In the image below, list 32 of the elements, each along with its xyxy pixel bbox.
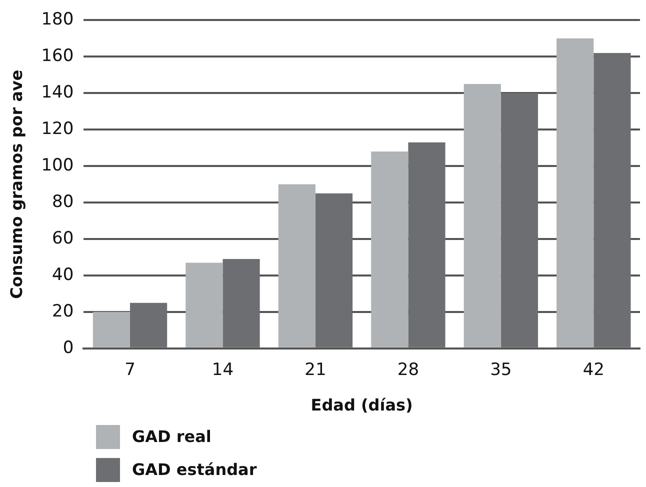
y-tick-label: 0 bbox=[62, 338, 74, 358]
bar bbox=[278, 184, 316, 348]
y-tick-label: 180 bbox=[41, 10, 74, 30]
bar bbox=[315, 193, 353, 348]
bar bbox=[130, 302, 168, 348]
legend-label: GAD real bbox=[132, 427, 212, 446]
bar bbox=[371, 151, 408, 348]
x-tick-label: 35 bbox=[490, 360, 512, 380]
x-axis-title: Edad (días) bbox=[310, 396, 413, 415]
y-tick-label: 20 bbox=[52, 301, 74, 322]
bar bbox=[594, 53, 631, 348]
bar bbox=[92, 312, 130, 348]
y-tick-label: 40 bbox=[52, 264, 74, 285]
y-tick-label: 100 bbox=[41, 155, 74, 176]
y-tick-label: 140 bbox=[41, 82, 74, 103]
x-tick-label: 7 bbox=[124, 360, 136, 380]
y-tick-label: 80 bbox=[52, 192, 74, 212]
y-tick-label: 160 bbox=[41, 46, 74, 66]
x-tick-label: 21 bbox=[304, 360, 326, 380]
bar bbox=[464, 84, 501, 348]
x-tick-label: 42 bbox=[582, 360, 604, 380]
bar bbox=[500, 93, 538, 348]
bar bbox=[556, 38, 594, 348]
x-tick-label: 28 bbox=[397, 360, 420, 380]
bar bbox=[186, 262, 223, 348]
bar bbox=[222, 259, 260, 348]
bar bbox=[408, 142, 446, 348]
legend-label: GAD estándar bbox=[132, 460, 257, 479]
y-tick-label: 60 bbox=[52, 228, 74, 248]
y-axis-title: Consumo gramos por ave bbox=[6, 70, 26, 299]
x-tick-label: 14 bbox=[212, 360, 234, 380]
y-tick-label: 120 bbox=[41, 119, 74, 140]
